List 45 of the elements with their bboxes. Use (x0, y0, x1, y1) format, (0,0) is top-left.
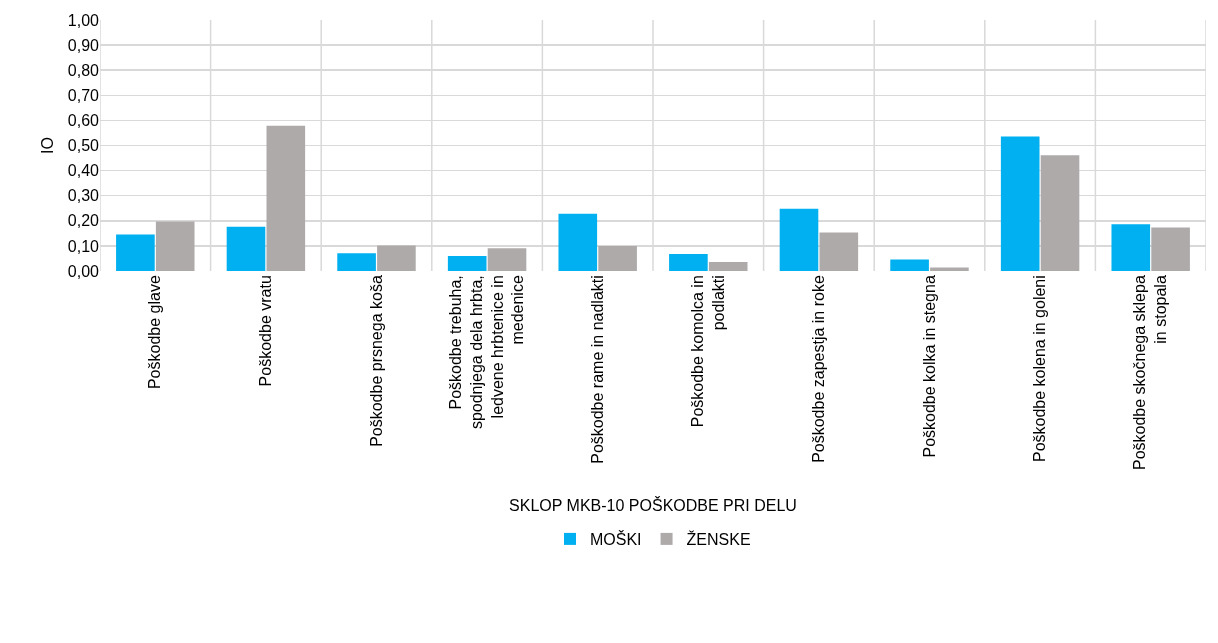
y-tick-label: 0,00 (67, 262, 100, 280)
y-tick-label: 0,90 (67, 36, 100, 54)
x-tick-label: Poškodbe prsnega koša (367, 275, 385, 447)
legend-label: ŽENSKE (686, 530, 751, 549)
y-tick-label: 0,30 (67, 187, 100, 205)
x-tick-label: Poškodbe kolena in goleni (1031, 275, 1049, 463)
y-tick-label: 0,10 (67, 237, 100, 255)
y-tick-label: 0,60 (67, 112, 100, 129)
y-tick-label: 0,50 (67, 137, 100, 155)
bar (819, 232, 859, 271)
x-tick-label: Poškodbe kolka in stegna (920, 275, 938, 458)
y-tick-label: 1,00 (67, 11, 100, 29)
x-tick-label: Poškodbe trebuha, spodnjega dela hrbta, ledvene hrbtenice in medenice (447, 275, 527, 430)
y-tick-label: 0,20 (67, 212, 100, 230)
bar (598, 245, 637, 271)
y-tick-label: 0,40 (67, 162, 100, 180)
bar (708, 261, 748, 271)
bar (1040, 155, 1080, 271)
x-tick-label: Poškodbe glave (146, 275, 164, 390)
y-tick-label: 0,80 (67, 61, 100, 79)
x-axis-title: SKLOP MKB-10 POŠKODBE PRI DELU (509, 495, 797, 514)
x-tick-label: Poškodbe skočnega sklepa in stopala (1131, 275, 1170, 470)
bar (447, 255, 487, 271)
x-tick-label: Poškodbe rame in nadlakti (588, 275, 606, 464)
legend-label: MOŠKI (590, 530, 642, 549)
x-tick-label: Poškodbe zapestja in roke (810, 275, 828, 463)
bar (1151, 227, 1190, 271)
bar (116, 234, 155, 271)
bar (266, 125, 306, 271)
bar (1111, 224, 1151, 271)
bar (337, 253, 376, 271)
bar (377, 245, 416, 271)
bar (487, 248, 527, 271)
x-tick-label: Poškodbe vratu (257, 275, 275, 387)
x-tick-label: Poškodbe komolca in podlakti (689, 275, 727, 428)
bar (1000, 136, 1040, 271)
bar (779, 208, 819, 271)
bar (669, 253, 708, 271)
y-tick-label: 0,70 (67, 86, 100, 104)
bar (226, 226, 266, 271)
y-axis-title: IO (38, 137, 56, 154)
bar (558, 213, 598, 271)
bar (930, 267, 969, 271)
bar (890, 259, 929, 271)
bar (155, 221, 195, 271)
